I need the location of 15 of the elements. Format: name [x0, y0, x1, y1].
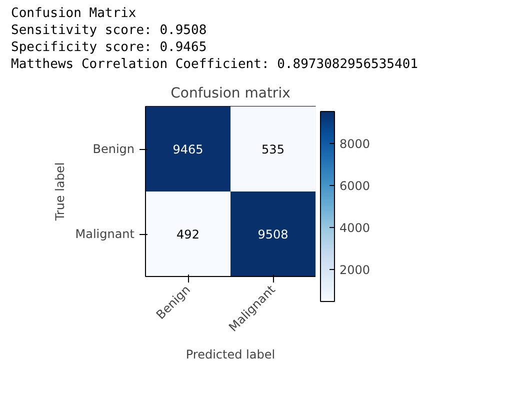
color-bar-label: 2000 [340, 263, 370, 278]
x-axis-title: Predicted label [186, 347, 276, 362]
data-label: 535 [262, 142, 284, 157]
y-axis-title: True label [53, 162, 68, 222]
data-label: 9465 [172, 142, 204, 157]
text: Specificity score: 0.9465 [11, 40, 207, 55]
data-label: 492 [176, 228, 200, 242]
color-bar-label: 6000 [340, 179, 370, 194]
text: Confusion Matrix [11, 6, 136, 21]
data-label: 9508 [258, 228, 288, 242]
chart-title: Confusion matrix [170, 86, 290, 102]
text: Matthews Correlation Coefficient: 0.8973082956535401 [11, 57, 418, 72]
text: Sensitivity score: 0.9508 [11, 23, 207, 38]
color-bar-label: 4000 [340, 221, 370, 236]
color-bar-label: 8000 [340, 136, 370, 151]
